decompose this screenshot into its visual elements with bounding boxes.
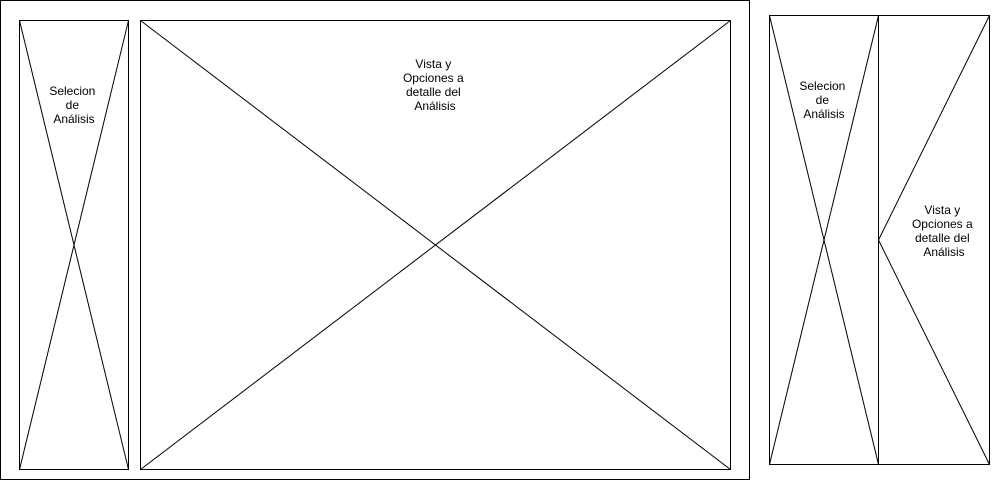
- mobile-selection-label-line: Análisis: [803, 107, 844, 121]
- mobile-detail-label-line: detalle del: [915, 231, 970, 245]
- mobile-detail-label-line: Opciones a: [912, 217, 973, 231]
- mobile-detail-diagonal-b: [878, 239, 990, 465]
- desktop-detail-label-line: Análisis: [414, 99, 455, 113]
- desktop-selection-cross-b: [19, 20, 129, 470]
- mobile-detail-panel: Vista y Opciones a detalle del Análisis: [878, 15, 990, 465]
- mobile-selection-cross-b: [769, 15, 879, 465]
- mobile-selection-panel: Selecion de Análisis: [769, 15, 879, 465]
- desktop-detail-panel: Vista y Opciones a detalle del Análisis: [140, 20, 731, 470]
- desktop-selection-label-line: Selecion: [49, 84, 95, 98]
- desktop-layout: Selecion de Análisis Vista y Opciones a …: [0, 0, 750, 480]
- mobile-detail-diagonal-a: [878, 15, 990, 241]
- mobile-detail-label-line: Análisis: [923, 245, 964, 259]
- desktop-selection-label: Selecion de Análisis: [49, 84, 98, 126]
- desktop-detail-label-line: detalle del: [406, 85, 461, 99]
- mobile-layout: Selecion de Análisis Vista y Opciones a …: [769, 15, 990, 465]
- mobile-detail-label-bg: [905, 200, 989, 258]
- desktop-detail-label: Vista y Opciones a detalle del Análisis: [403, 57, 467, 113]
- desktop-selection-label-line: Análisis: [53, 112, 94, 126]
- desktop-detail-cross-b: [140, 20, 731, 470]
- mobile-detail-label: Vista y Opciones a detalle del Análisis: [912, 203, 976, 259]
- mobile-selection-label: Selecion de Análisis: [799, 79, 848, 121]
- mobile-selection-label-line: Selecion: [799, 79, 845, 93]
- mobile-detail-label-line: Vista y: [924, 203, 960, 217]
- desktop-selection-label-line: de: [66, 98, 80, 112]
- desktop-detail-label-line: Vista y: [415, 57, 451, 71]
- desktop-detail-label-bg: [386, 60, 474, 116]
- mobile-selection-label-line: de: [816, 93, 830, 107]
- desktop-selection-panel: Selecion de Análisis: [19, 20, 129, 470]
- desktop-detail-label-line: Opciones a: [403, 71, 464, 85]
